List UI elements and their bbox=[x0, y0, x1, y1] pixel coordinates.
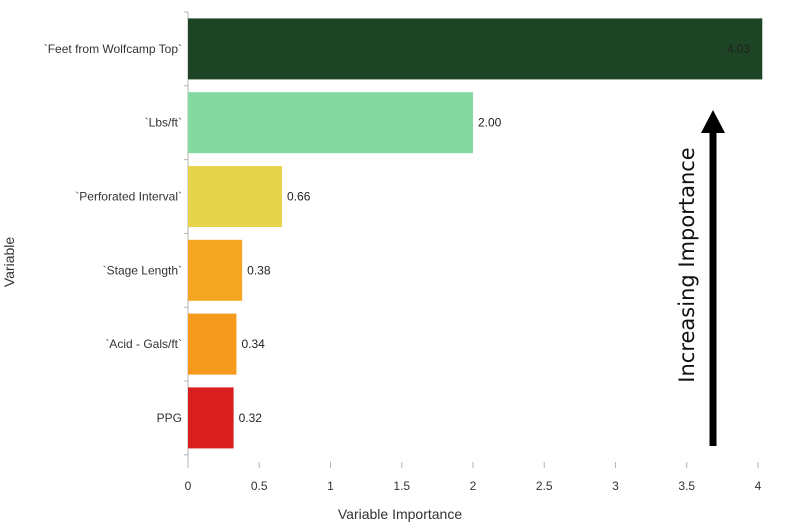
bar bbox=[188, 239, 243, 301]
category-label: `Feet from Wolfcamp Top` bbox=[44, 42, 182, 56]
y-axis-title: Variable bbox=[1, 237, 17, 288]
x-tick-label: 0.5 bbox=[251, 479, 268, 493]
bar bbox=[188, 18, 763, 80]
data-label: 4.03 bbox=[727, 42, 751, 56]
data-label: 0.34 bbox=[241, 337, 265, 351]
x-tick-label: 1.5 bbox=[393, 479, 410, 493]
bar bbox=[188, 166, 283, 227]
bar bbox=[188, 313, 237, 375]
annotation-text: Increasing Importance bbox=[675, 147, 699, 382]
x-tick-label: 2 bbox=[470, 479, 477, 493]
data-label: 2.00 bbox=[478, 116, 502, 130]
data-label: 0.66 bbox=[287, 190, 311, 204]
x-axis-title: Variable Importance bbox=[338, 506, 462, 522]
x-tick-label: 4 bbox=[755, 479, 762, 493]
x-tick-label: 2.5 bbox=[536, 479, 553, 493]
category-label: `Lbs/ft` bbox=[145, 116, 182, 130]
x-tick-label: 3 bbox=[612, 479, 619, 493]
x-tick-label: 0 bbox=[185, 479, 192, 493]
bar bbox=[188, 387, 234, 449]
x-tick-label: 1 bbox=[327, 479, 334, 493]
category-label: `Acid - Gals/ft` bbox=[105, 337, 182, 351]
category-label: `Stage Length` bbox=[103, 263, 182, 277]
arrow-up-icon bbox=[701, 110, 725, 133]
bar bbox=[188, 92, 473, 154]
category-label: PPG bbox=[157, 411, 182, 425]
data-label: 0.38 bbox=[247, 263, 271, 277]
data-label: 0.32 bbox=[239, 411, 263, 425]
category-label: `Perforated Interval` bbox=[75, 190, 182, 204]
x-tick-label: 3.5 bbox=[678, 479, 695, 493]
